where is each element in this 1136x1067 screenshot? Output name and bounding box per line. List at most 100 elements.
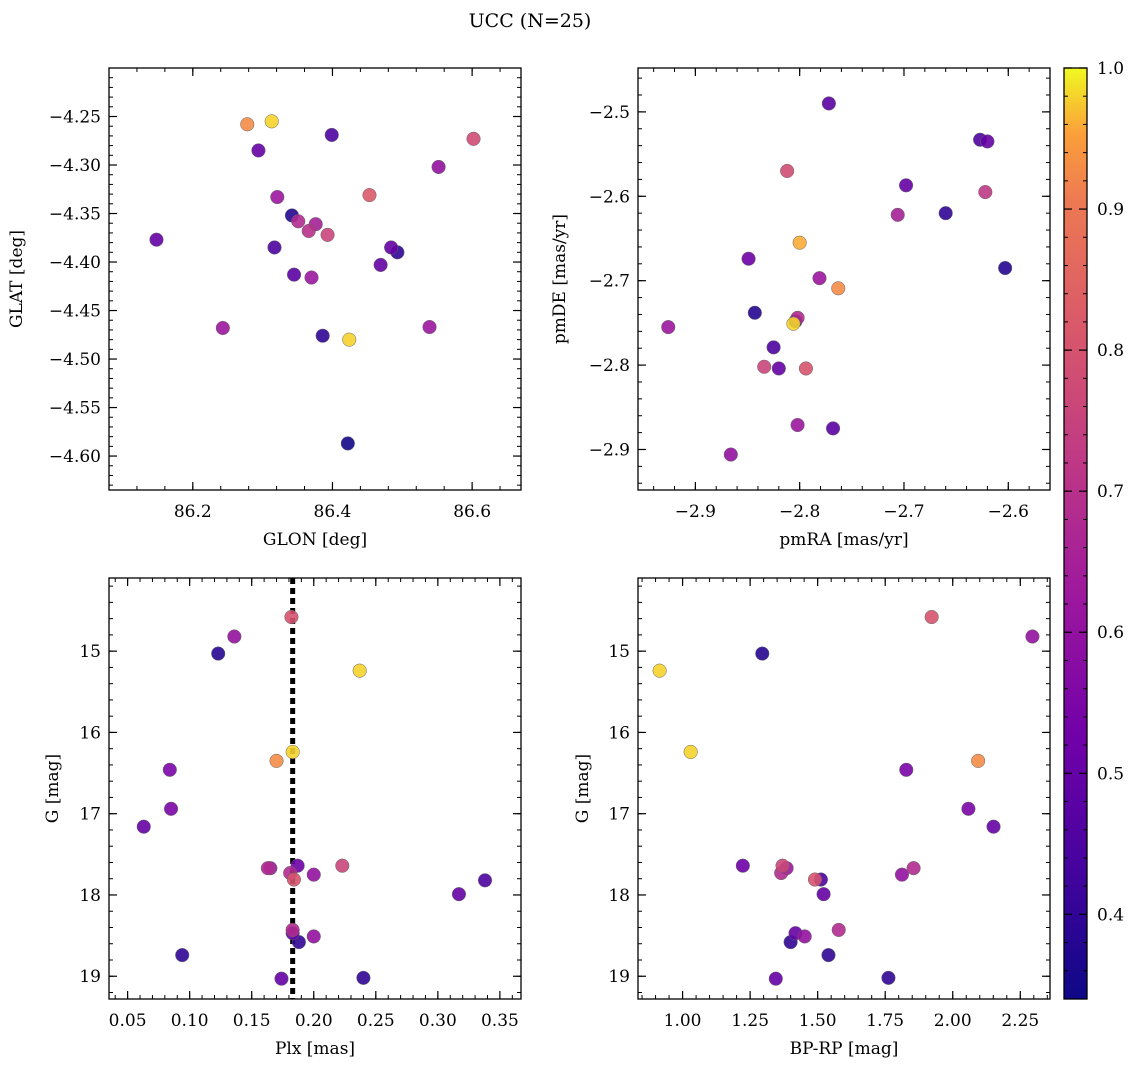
data-point: [825, 421, 841, 436]
x-tick-label: 0.15: [233, 1011, 271, 1031]
y-tick-label: 15: [608, 642, 630, 662]
axes-frame: [637, 577, 1051, 1000]
data-point: [735, 858, 750, 873]
data-point: [797, 929, 812, 944]
x-tick-label: −2.7: [883, 502, 924, 522]
data-point: [807, 872, 823, 887]
colorbar: 0.4 0.5 0.6 0.7 0.8 0.9 1.0: [1063, 59, 1124, 1000]
x-axis-label: pmRA [mas/yr]: [779, 530, 908, 550]
y-tick-label: 16: [79, 723, 101, 743]
data-point: [821, 948, 836, 963]
data-point: [356, 970, 371, 985]
data-point: [162, 762, 177, 777]
y-tick-label: −2.8: [589, 356, 630, 376]
data-point: [286, 872, 301, 887]
data-point: [816, 887, 831, 902]
data-point: [775, 858, 790, 873]
y-axis-label: pmDE [mas/yr]: [550, 214, 570, 344]
data-point: [906, 861, 921, 876]
data-point: [384, 240, 399, 255]
data-point: [284, 609, 299, 625]
data-point: [267, 240, 282, 255]
x-tick-label: 1.50: [799, 1011, 837, 1031]
x-tick-label: 0.30: [419, 1011, 457, 1031]
y-tick-label: −4.45: [49, 302, 101, 322]
data-point: [422, 319, 437, 335]
x-tick-label: 0.05: [109, 1011, 147, 1031]
x-axis-label: Plx [mas]: [275, 1039, 355, 1059]
x-tick-label: 1.00: [664, 1011, 702, 1031]
axes-frame: [108, 67, 522, 491]
data-point: [306, 929, 321, 944]
y-tick-label: −4.60: [49, 447, 101, 467]
colorbar-tick-label: 0.4: [1097, 905, 1124, 925]
y-tick-label: 17: [79, 805, 101, 825]
data-point: [821, 96, 836, 111]
x-tick-label: 86.4: [314, 502, 352, 522]
data-point: [315, 328, 330, 343]
colorbar-tick-label: 0.8: [1097, 341, 1124, 361]
data-point: [899, 762, 914, 777]
data-point: [175, 948, 190, 963]
data-point: [652, 663, 667, 678]
x-axis-label: BP-RP [mag]: [790, 1039, 899, 1059]
y-tick-label: 15: [79, 642, 101, 662]
y-tick-label: 18: [608, 886, 630, 906]
data-point: [792, 235, 807, 250]
data-point: [757, 359, 772, 374]
data-point: [251, 143, 266, 158]
y-tick-label: −2.6: [589, 187, 630, 207]
data-point: [451, 887, 467, 902]
data-point: [431, 159, 446, 175]
data-point: [741, 251, 756, 266]
colorbar-tick-label: 1.0: [1097, 59, 1124, 79]
data-point: [352, 663, 367, 678]
data-point: [961, 801, 976, 816]
y-axis-label: GLAT [deg]: [7, 230, 27, 328]
data-point: [786, 316, 801, 331]
data-point: [890, 207, 905, 222]
data-point: [136, 819, 151, 834]
data-point: [971, 753, 986, 768]
y-tick-label: −4.40: [49, 253, 101, 273]
x-tick-label: 0.20: [295, 1011, 333, 1031]
x-tick-label: 2.25: [1001, 1011, 1039, 1031]
y-tick-label: −4.50: [49, 350, 101, 370]
data-point: [211, 646, 226, 661]
data-point: [306, 867, 321, 882]
data-point: [938, 206, 953, 221]
data-point: [881, 970, 896, 985]
y-axis-label: G [mag]: [43, 754, 63, 823]
y-tick-label: −4.35: [49, 205, 101, 225]
colorbar-gradient: [1063, 67, 1088, 1000]
data-point: [304, 270, 319, 285]
x-tick-label: 0.10: [171, 1011, 209, 1031]
y-tick-label: −2.5: [589, 103, 630, 123]
colorbar-tick-label: 0.5: [1097, 764, 1124, 784]
panel-plx-g: 0.05 0.10 0.15 0.20 0.25 0.30 0.35 15 16 17 18 19 Pl…: [43, 577, 522, 1059]
data-point: [285, 922, 300, 937]
y-tick-label: −4.25: [49, 108, 101, 128]
data-point: [998, 260, 1013, 276]
data-point: [986, 819, 1001, 834]
data-point: [755, 646, 770, 661]
x-tick-label: 0.25: [357, 1011, 395, 1031]
data-point: [324, 127, 339, 142]
data-point: [240, 117, 255, 132]
data-point: [831, 922, 846, 937]
data-point: [335, 858, 350, 873]
data-point: [771, 361, 786, 376]
colorbar-tick-label: 0.6: [1097, 623, 1124, 643]
data-point: [287, 267, 302, 282]
colorbar-tick-label: 0.9: [1097, 200, 1124, 220]
data-point: [163, 801, 179, 816]
x-axis-label: GLON [deg]: [263, 530, 367, 550]
figure-title: UCC (N=25): [469, 10, 592, 32]
data-point: [980, 134, 995, 149]
data-point: [798, 361, 813, 376]
data-point: [264, 114, 279, 129]
data-point: [291, 214, 306, 229]
y-tick-label: 19: [79, 967, 101, 987]
y-axis-label: G [mag]: [573, 754, 593, 823]
